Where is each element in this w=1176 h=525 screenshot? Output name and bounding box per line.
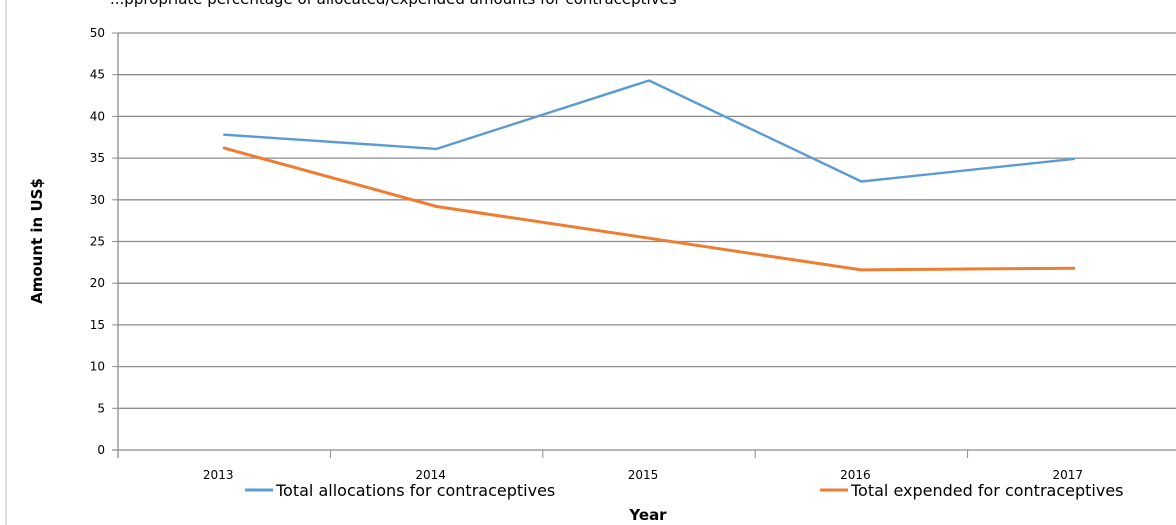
x-tick-label-2016: 2016 <box>840 468 871 482</box>
series-line-1 <box>222 79 1076 183</box>
y-tick-label-10: 10 <box>90 360 105 374</box>
x-tick-label-2017: 2017 <box>1053 468 1084 482</box>
x-tick-label-2014: 2014 <box>415 468 446 482</box>
gridlines <box>112 32 1176 451</box>
x-tick-labels: 2013 2014 2015 2016 2017 <box>203 468 1083 482</box>
series-line-2 <box>222 146 1076 272</box>
y-tick-label-20: 20 <box>90 276 105 290</box>
x-tick-label-2015: 2015 <box>628 468 659 482</box>
y-tick-label-40: 40 <box>90 109 105 123</box>
y-tick-label-0: 0 <box>97 443 105 457</box>
x-axis-title: Year <box>628 506 667 524</box>
y-tick-label-45: 45 <box>90 68 105 82</box>
y-tick-label-35: 35 <box>90 151 105 165</box>
y-tick-label-30: 30 <box>90 193 105 207</box>
y-tick-label-15: 15 <box>90 318 105 332</box>
legend-label-2: Total expended for contraceptives <box>850 481 1124 500</box>
y-tick-label-5: 5 <box>97 401 105 415</box>
y-tick-labels: 0 5 10 15 20 25 30 35 40 45 50 <box>90 26 105 457</box>
y-tick-label-50: 50 <box>90 26 105 40</box>
series-lines <box>222 79 1076 272</box>
header-fragment: ...ppropriate percentage of allocated/ex… <box>110 0 677 8</box>
y-axis-title: Amount in US$ <box>28 178 46 304</box>
axes <box>112 33 1176 458</box>
legend-label-1: Total allocations for contraceptives <box>275 481 555 500</box>
x-tick-label-2013: 2013 <box>203 468 234 482</box>
y-tick-label-25: 25 <box>90 235 105 249</box>
legend: Total allocations for contraceptives Tota… <box>245 481 1124 500</box>
